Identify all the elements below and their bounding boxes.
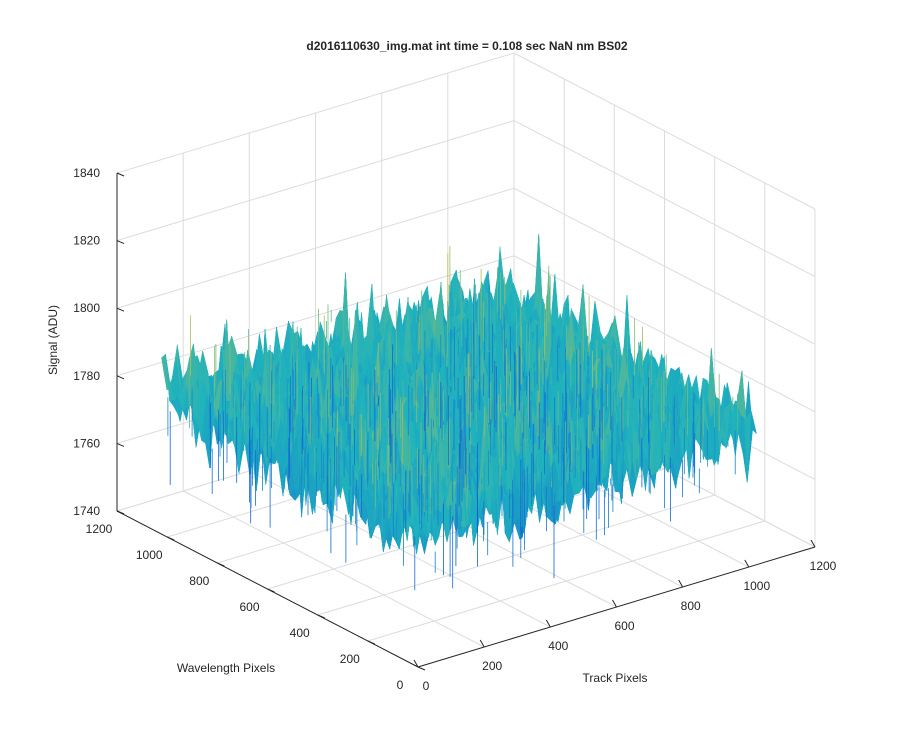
floor-grid-line — [367, 520, 765, 642]
surface-plot — [161, 234, 757, 591]
wall-grid-line — [116, 52, 515, 174]
floor-grid-line — [317, 494, 715, 616]
wall-grid-line — [513, 52, 816, 210]
wall-grid-line — [116, 187, 515, 309]
wall-grid-line — [513, 255, 816, 413]
wall-grid-line — [513, 120, 816, 278]
wall-grid-line — [116, 120, 515, 242]
wall-grid-line — [513, 187, 816, 345]
